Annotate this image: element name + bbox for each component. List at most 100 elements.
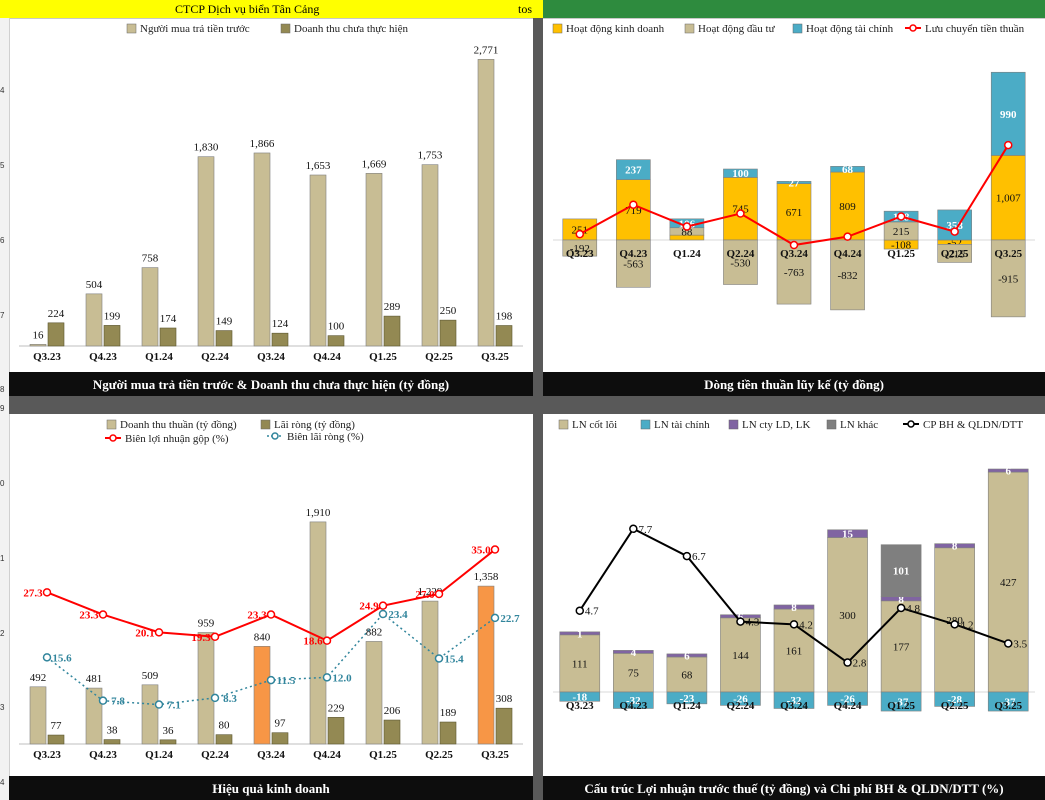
data-label-unearned: 174 <box>160 313 177 325</box>
bar-net-profit <box>495 707 513 745</box>
row-number[interactable]: 8 <box>0 385 5 394</box>
x-tick-label: Q3.23 <box>33 351 61 363</box>
row-number[interactable]: 7 <box>0 311 5 320</box>
point-net-cashflow <box>950 227 959 236</box>
data-label-core-profit: 75 <box>628 668 640 680</box>
data-label-core-profit: 177 <box>893 641 910 653</box>
data-label-associates-profit: 4 <box>631 647 637 659</box>
data-label-net-profit: 38 <box>107 725 119 737</box>
legend-operating-swatch <box>552 23 563 34</box>
row-number[interactable]: 2 <box>0 629 5 638</box>
data-label-revenue: 840 <box>254 631 271 643</box>
x-tick-label: Q1.24 <box>145 351 173 363</box>
row-number[interactable]: 4 <box>0 778 5 787</box>
bar-core-profit <box>720 617 761 693</box>
data-label-associates-profit: 15 <box>842 529 854 541</box>
data-label-financial-profit: -37 <box>894 697 909 709</box>
data-label-advance: 1,866 <box>250 138 275 150</box>
legend-investing-swatch <box>684 23 695 34</box>
row-number[interactable]: 3 <box>0 703 5 712</box>
data-label-operating: 1,007 <box>996 193 1021 205</box>
point-sga-ratio <box>682 551 692 561</box>
bar-net-profit <box>383 719 401 745</box>
data-label-investing: -215 <box>945 248 966 260</box>
row-number[interactable]: 4 <box>0 86 5 95</box>
data-label-gross-margin: 19.3 <box>191 632 211 644</box>
data-label-sga-ratio: 7.7 <box>638 524 652 536</box>
x-tick-label: Q4.24 <box>834 700 862 712</box>
bar-core-profit <box>880 600 922 693</box>
legend-sga-ratio-marker <box>907 420 915 428</box>
data-label-unearned: 224 <box>48 308 65 320</box>
green-fill-cells <box>543 0 1045 18</box>
legend-financing-swatch <box>792 23 803 34</box>
data-label-financial-profit: -26 <box>840 694 855 706</box>
data-label-advance: 504 <box>86 279 103 291</box>
bar-revenue <box>29 686 47 745</box>
x-tick-label: Q2.24 <box>727 700 755 712</box>
row-number[interactable]: 0 <box>0 479 5 488</box>
data-label-financial-profit: -26 <box>733 694 748 706</box>
bar-financing <box>776 181 812 184</box>
row-number[interactable]: 9 <box>0 404 5 413</box>
x-tick-label: Q1.24 <box>673 248 701 260</box>
bar-net-profit <box>103 739 121 745</box>
bar-associates-profit <box>987 468 1029 473</box>
data-label-investing: -763 <box>784 267 805 279</box>
x-tick-label: Q2.25 <box>941 248 969 260</box>
x-tick-label: Q3.23 <box>566 700 594 712</box>
data-label-core-profit: 161 <box>786 646 803 658</box>
point-net-cashflow <box>896 212 906 221</box>
bar-other-profit <box>880 544 922 598</box>
point-gross-margin <box>42 588 52 597</box>
data-label-associates-profit: 8 <box>791 602 797 614</box>
x-tick-label: Q4.24 <box>313 749 341 761</box>
data-label-revenue: 509 <box>142 670 159 682</box>
bar-revenue <box>365 641 383 745</box>
row-number[interactable]: 5 <box>0 161 5 170</box>
x-tick-label: Q4.24 <box>834 248 862 260</box>
bar-financing <box>723 168 758 178</box>
x-tick-label: Q3.25 <box>481 351 509 363</box>
data-label-core-profit: 300 <box>839 610 856 622</box>
data-label-gross-margin: 24.9 <box>359 601 379 613</box>
bar-associates-profit <box>613 650 654 654</box>
legend-netflow-label: Lưu chuyển tiền thuần <box>925 23 1025 35</box>
data-label-gross-margin: 20.1 <box>135 627 154 639</box>
bar-net-profit <box>215 734 233 745</box>
chart-title-band <box>9 776 533 800</box>
point-sga-ratio <box>896 603 906 613</box>
legend-advance-label: Người mua trả tiền trước <box>140 23 250 35</box>
x-tick-label: Q2.24 <box>727 248 755 260</box>
row-number[interactable]: 6 <box>0 236 5 245</box>
data-label-associates-profit: 8 <box>952 541 958 553</box>
row-number[interactable]: 1 <box>0 554 5 563</box>
x-tick-label: Q3.24 <box>257 351 285 363</box>
x-tick-label: Q1.25 <box>369 749 397 761</box>
bar-revenue <box>421 600 439 745</box>
data-label-investing: -915 <box>998 273 1019 285</box>
data-label-net-margin: 11.5 <box>277 675 296 687</box>
chart-title: Hiệu quả kinh doanh <box>212 781 330 796</box>
x-tick-label: Q2.25 <box>425 351 453 363</box>
data-label-financing: 990 <box>1000 109 1017 121</box>
sheet-header-bar: CTCP Dịch vụ biển Tân Cảng tos <box>0 0 1045 19</box>
legend-net-profit-label: Lãi ròng (tỷ đồng) <box>274 419 355 431</box>
point-net-margin <box>322 673 332 682</box>
point-gross-margin <box>434 589 444 599</box>
data-label-sga-ratio: 4.8 <box>906 603 920 615</box>
data-label-unearned: 124 <box>272 318 289 330</box>
data-label-financing: 237 <box>625 165 642 177</box>
data-label-revenue: 481 <box>86 673 103 685</box>
x-tick-label: Q3.23 <box>33 749 61 761</box>
legend-financing-label: Hoạt động tài chính <box>806 23 894 35</box>
bar-financial-profit <box>934 691 975 707</box>
bar-investing <box>937 244 972 263</box>
ticker-cell[interactable]: tos <box>518 2 533 16</box>
point-gross-margin <box>378 601 388 610</box>
legend-other-profit-swatch <box>826 419 837 430</box>
company-name-cell[interactable]: CTCP Dịch vụ biển Tân Cảng <box>175 2 320 16</box>
chart-title: Cấu trúc Lợi nhuận trước thuế (tỷ đồng) … <box>584 781 1003 796</box>
data-label-advance: 1,753 <box>418 150 443 162</box>
x-tick-label: Q3.25 <box>994 700 1022 712</box>
